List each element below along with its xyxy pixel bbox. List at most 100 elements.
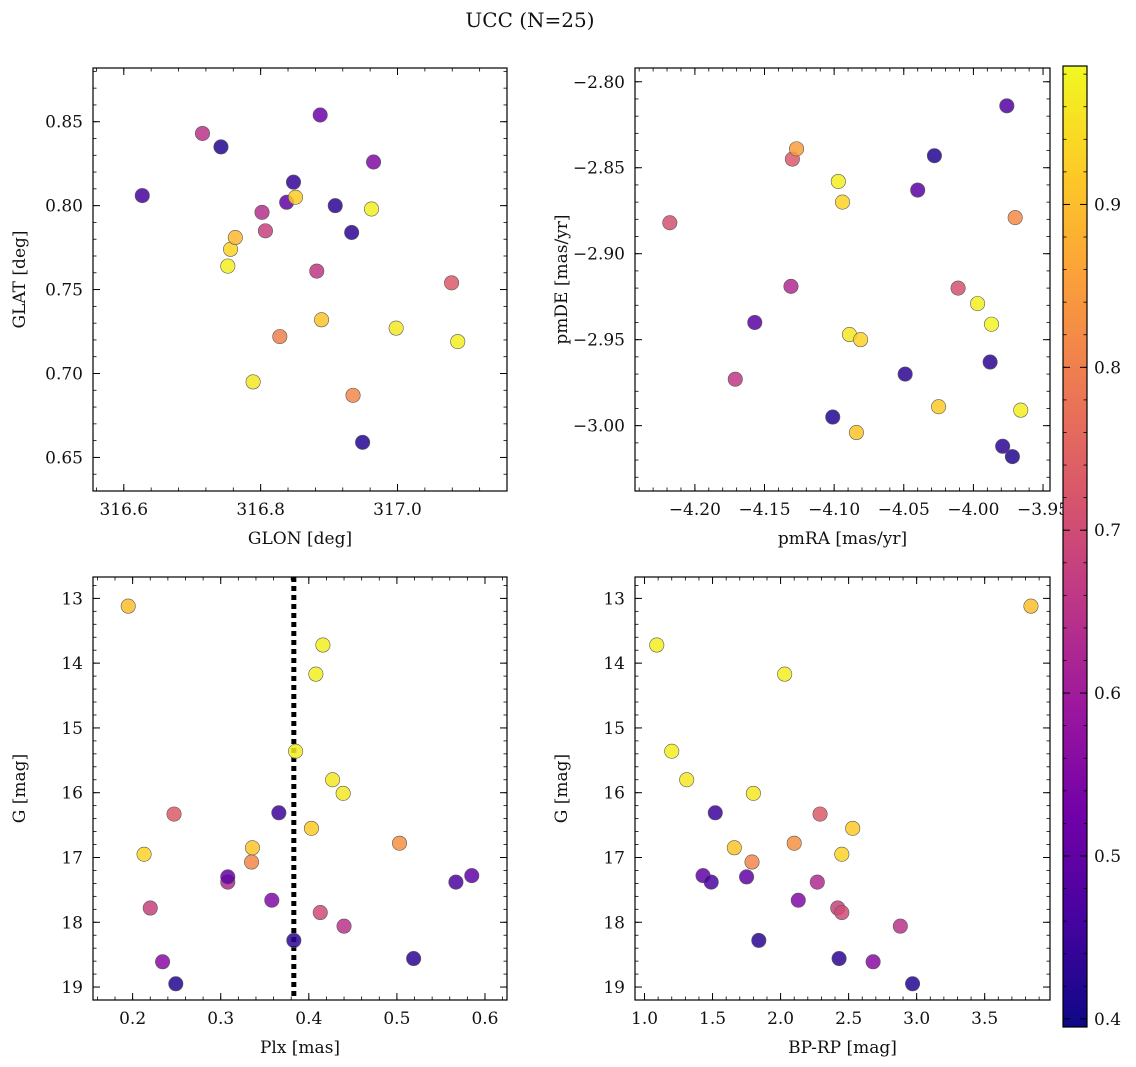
y-axis-label: G [mag] — [10, 754, 30, 823]
y-tick-label: −2.85 — [573, 159, 625, 179]
scatter-point — [220, 258, 236, 274]
x-tick-label: −4.05 — [878, 500, 930, 520]
x-tick-label: 0.4 — [295, 1009, 322, 1029]
scatter-point — [707, 805, 723, 821]
scatter-point — [335, 785, 351, 801]
scatter-point — [388, 320, 404, 336]
scatter-point — [303, 820, 319, 836]
scatter-point — [726, 840, 742, 856]
scatter-point — [1007, 210, 1023, 226]
scatter-point — [910, 182, 926, 198]
scatter-point — [984, 316, 1000, 332]
scatter-point — [142, 900, 158, 916]
x-tick-label: 3.0 — [903, 1009, 930, 1029]
data-layer — [120, 577, 480, 1000]
scatter-point — [897, 366, 913, 382]
scatter-point — [786, 835, 802, 851]
y-tick-label: 17 — [603, 848, 625, 868]
scatter-point — [194, 125, 210, 141]
y-tick-label: 14 — [61, 654, 83, 674]
x-tick-label: −4.15 — [738, 500, 790, 520]
scatter-point — [288, 743, 304, 759]
y-tick-label: 14 — [603, 654, 625, 674]
y-axis-label: G [mag] — [552, 754, 572, 823]
x-tick-label: 316.6 — [99, 500, 148, 520]
colorbar-tick-label: 0.7 — [1094, 521, 1121, 541]
scatter-point — [789, 141, 805, 157]
scatter-point — [336, 918, 352, 934]
colorbar-tick-label: 0.4 — [1094, 1010, 1121, 1030]
y-tick-label: 19 — [61, 978, 83, 998]
scatter-point — [245, 374, 261, 390]
panel-4: 1.0 1.5 2.0 2.5 3.0 3.5 13 14 15 16 17 18 19 BP-RP [m… — [552, 576, 1051, 1058]
scatter-point — [727, 371, 743, 387]
scatter-point — [995, 438, 1011, 454]
scatter-point — [325, 772, 341, 788]
y-tick-label: 19 — [603, 978, 625, 998]
scatter-point — [406, 951, 422, 967]
x-axis-label: pmRA [mas/yr] — [778, 529, 907, 549]
figure-title: UCC (N=25) — [465, 8, 594, 32]
scatter-point — [790, 892, 806, 908]
scatter-point — [982, 354, 998, 370]
scatter-point — [134, 188, 150, 204]
y-tick-label: 0.80 — [45, 197, 83, 217]
scatter-point — [444, 275, 460, 291]
y-tick-label: 16 — [61, 784, 83, 804]
scatter-point — [155, 954, 171, 970]
scatter-point — [244, 854, 260, 870]
scatter-point — [950, 280, 966, 296]
scatter-point — [285, 174, 301, 190]
scatter-point — [272, 329, 288, 345]
x-tick-label: 0.6 — [471, 1009, 498, 1029]
scatter-point — [355, 434, 371, 450]
scatter-point — [314, 312, 330, 328]
y-tick-label: 18 — [603, 913, 625, 933]
scatter-point — [905, 976, 921, 992]
scatter-point — [747, 314, 763, 330]
scatter-point — [825, 409, 841, 425]
x-tick-label: 1.0 — [631, 1009, 658, 1029]
scatter-point — [812, 806, 828, 822]
scatter-point — [830, 173, 846, 189]
colorbar-gradient — [1062, 65, 1088, 1028]
y-tick-label: 13 — [603, 589, 625, 609]
scatter-point — [448, 874, 464, 890]
scatter-point — [257, 223, 273, 239]
x-tick-label: −4.00 — [947, 500, 999, 520]
colorbar-tick-label: 0.6 — [1094, 684, 1121, 704]
scatter-point — [703, 874, 719, 890]
scatter-point — [664, 743, 680, 759]
scatter-point — [264, 892, 280, 908]
scatter-point — [136, 846, 152, 862]
y-tick-label: 15 — [603, 719, 625, 739]
y-tick-label: 16 — [603, 784, 625, 804]
x-tick-label: −3.95 — [1017, 500, 1069, 520]
scatter-point — [166, 806, 182, 822]
scatter-point — [744, 854, 760, 870]
y-tick-label: −2.80 — [573, 73, 625, 93]
axes-frame — [92, 576, 508, 1001]
scatter-point — [312, 107, 328, 123]
scatter-point — [315, 637, 331, 653]
y-tick-label: 0.70 — [45, 365, 83, 385]
y-tick-label: 0.75 — [45, 281, 83, 301]
scatter-point — [308, 666, 324, 682]
x-tick-label: −4.10 — [808, 500, 860, 520]
scatter-point — [344, 225, 360, 241]
panel-1: 316.6 316.8 317.0 0.65 0.70 0.75 0.80 0.85 GLON … — [10, 67, 508, 549]
scatter-point — [271, 805, 287, 821]
y-tick-label: 0.65 — [45, 448, 83, 468]
x-tick-label: 0.3 — [207, 1009, 234, 1029]
scatter-point — [120, 598, 136, 614]
y-tick-label: 18 — [61, 913, 83, 933]
x-tick-label: 3.5 — [971, 1009, 998, 1029]
scatter-point — [244, 840, 260, 856]
y-tick-label: 13 — [61, 589, 83, 609]
scatter-point — [809, 874, 825, 890]
scatter-point — [345, 387, 361, 403]
x-axis-label: BP-RP [mag] — [788, 1038, 897, 1058]
scatter-point — [254, 204, 270, 220]
